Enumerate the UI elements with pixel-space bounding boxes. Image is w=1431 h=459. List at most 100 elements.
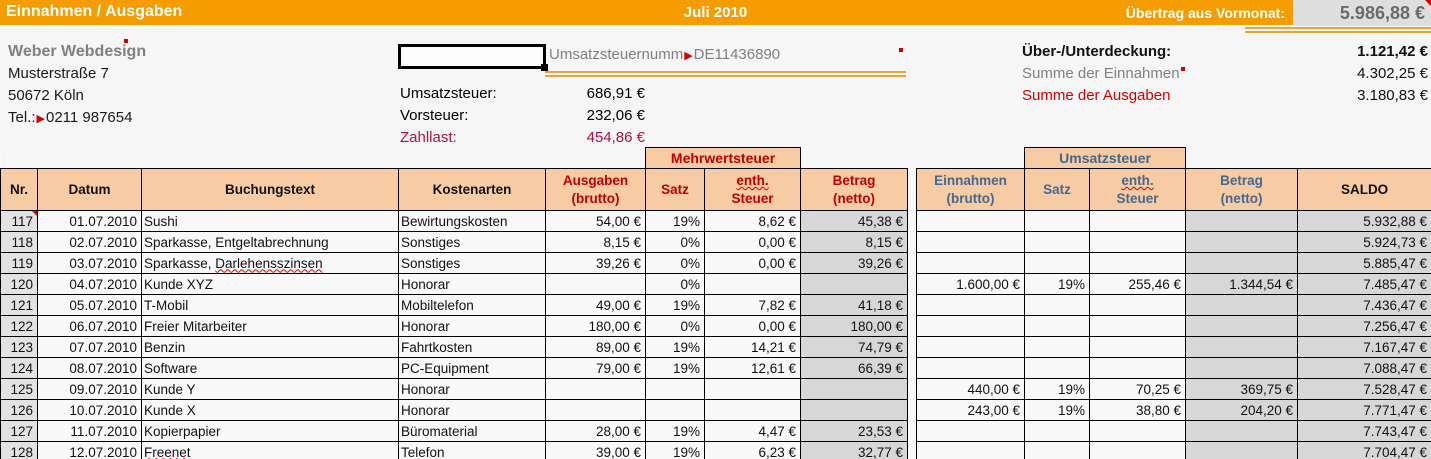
cell-steuer_a[interactable]: 4,47 €	[704, 420, 802, 442]
cell-datum[interactable]: 02.07.2010	[37, 231, 142, 253]
cell-datum[interactable]: 12.07.2010	[37, 441, 142, 459]
cell-nr[interactable]: 122	[0, 315, 38, 337]
cell-einnahmen[interactable]	[916, 336, 1026, 358]
cell-nr[interactable]: 119	[0, 252, 38, 274]
cell-text[interactable]: T-Mobil	[141, 294, 399, 316]
col-header-satz-einnahmen[interactable]: Satz	[1024, 168, 1091, 211]
cell-ausgaben[interactable]: 39,00 €	[544, 441, 647, 459]
cell-satz_a[interactable]: 19%	[645, 336, 706, 358]
cell-einnahmen[interactable]	[916, 252, 1026, 274]
cell-steuer_a[interactable]	[704, 399, 802, 421]
cell-steuer_a[interactable]: 0,00 €	[704, 231, 802, 253]
cell-steuer_e[interactable]	[1089, 336, 1187, 358]
cell-nr[interactable]: 117	[0, 210, 38, 232]
cell-netto_a[interactable]: 32,77 €	[800, 441, 909, 459]
col-header-buchungstext[interactable]: Buchungstext	[141, 168, 399, 211]
cell-netto_a[interactable]: 39,26 €	[800, 252, 909, 274]
cell-netto_e[interactable]: 369,75 €	[1185, 378, 1299, 400]
cell-satz_a[interactable]: 0%	[645, 231, 706, 253]
cell-nr[interactable]: 121	[0, 294, 38, 316]
cell-ausgaben[interactable]	[544, 273, 647, 295]
cell-saldo[interactable]: 5.932,88 €	[1297, 210, 1431, 232]
cell-steuer_e[interactable]	[1089, 252, 1187, 274]
cell-netto_a[interactable]: 23,53 €	[800, 420, 909, 442]
cell-ausgaben[interactable]: 49,00 €	[544, 294, 647, 316]
col-header-einnahmen-brutto[interactable]: Einnahmen (brutto)	[916, 168, 1026, 211]
cell-steuer_e[interactable]	[1089, 294, 1187, 316]
cell-einnahmen[interactable]: 243,00 €	[916, 399, 1026, 421]
cell-saldo[interactable]: 7.485,47 €	[1297, 273, 1431, 295]
cell-nr[interactable]: 124	[0, 357, 38, 379]
cell-steuer_e[interactable]: 38,80 €	[1089, 399, 1187, 421]
cell-datum[interactable]: 04.07.2010	[37, 273, 142, 295]
col-header-satz-ausgaben[interactable]: Satz	[645, 168, 706, 211]
cell-saldo[interactable]: 7.743,47 €	[1297, 420, 1431, 442]
cell-netto_e[interactable]	[1185, 420, 1299, 442]
cell-kostenart[interactable]: PC-Equipment	[398, 357, 546, 379]
cell-netto_a[interactable]: 74,79 €	[800, 336, 909, 358]
cell-text[interactable]: Kunde Y	[141, 378, 399, 400]
cell-steuer_a[interactable]: 8,62 €	[704, 210, 802, 232]
cell-netto_e[interactable]	[1185, 357, 1299, 379]
cell-steuer_a[interactable]	[704, 378, 802, 400]
cell-satz_e[interactable]: 19%	[1024, 378, 1091, 400]
col-header-betrag-netto-einnahmen[interactable]: Betrag (netto)	[1185, 168, 1299, 211]
cell-netto_a[interactable]	[800, 399, 909, 421]
cell-satz_e[interactable]	[1024, 252, 1091, 274]
cell-netto_a[interactable]: 41,18 €	[800, 294, 909, 316]
cell-datum[interactable]: 01.07.2010	[37, 210, 142, 232]
cell-ausgaben[interactable]	[544, 399, 647, 421]
cell-netto_e[interactable]	[1185, 294, 1299, 316]
cell-satz_e[interactable]	[1024, 441, 1091, 459]
cell-kostenart[interactable]: Honorar	[398, 399, 546, 421]
cell-satz_a[interactable]: 0%	[645, 315, 706, 337]
cell-satz_e[interactable]: 19%	[1024, 273, 1091, 295]
cell-steuer_e[interactable]	[1089, 441, 1187, 459]
group-header-umsatzsteuer[interactable]: Umsatzsteuer	[1024, 147, 1187, 169]
cell-netto_e[interactable]	[1185, 210, 1299, 232]
cell-netto_a[interactable]: 45,38 €	[800, 210, 909, 232]
cell-netto_e[interactable]: 204,20 €	[1185, 399, 1299, 421]
cell-text[interactable]: Sushi	[141, 210, 399, 232]
cell-text[interactable]: Software	[141, 357, 399, 379]
cell-steuer_e[interactable]	[1089, 420, 1187, 442]
cell-einnahmen[interactable]	[916, 441, 1026, 459]
carryover-value-cell[interactable]: 5.986,88 €	[1293, 0, 1431, 26]
col-header-enth-steuer-ausgaben[interactable]: enth. Steuer	[704, 168, 802, 211]
cell-netto_e[interactable]	[1185, 252, 1299, 274]
cell-einnahmen[interactable]	[916, 210, 1026, 232]
cell-ausgaben[interactable]	[544, 378, 647, 400]
cell-einnahmen[interactable]: 440,00 €	[916, 378, 1026, 400]
cell-netto_a[interactable]	[800, 273, 909, 295]
cell-satz_e[interactable]	[1024, 420, 1091, 442]
cell-kostenart[interactable]: Honorar	[398, 273, 546, 295]
col-header-saldo[interactable]: SALDO	[1297, 168, 1431, 211]
cell-steuer_e[interactable]	[1089, 357, 1187, 379]
col-header-kostenarten[interactable]: Kostenarten	[398, 168, 546, 211]
cell-datum[interactable]: 07.07.2010	[37, 336, 142, 358]
cell-netto_e[interactable]: 1.344,54 €	[1185, 273, 1299, 295]
cell-einnahmen[interactable]	[916, 231, 1026, 253]
cell-netto_e[interactable]	[1185, 315, 1299, 337]
cell-nr[interactable]: 126	[0, 399, 38, 421]
cell-satz_a[interactable]: 19%	[645, 210, 706, 232]
cell-netto_e[interactable]	[1185, 336, 1299, 358]
cell-nr[interactable]: 120	[0, 273, 38, 295]
cell-ausgaben[interactable]: 39,26 €	[544, 252, 647, 274]
cell-datum[interactable]: 05.07.2010	[37, 294, 142, 316]
cell-netto_e[interactable]	[1185, 441, 1299, 459]
cell-ausgaben[interactable]: 79,00 €	[544, 357, 647, 379]
cell-datum[interactable]: 11.07.2010	[37, 420, 142, 442]
cell-nr[interactable]: 118	[0, 231, 38, 253]
cell-saldo[interactable]: 5.885,47 €	[1297, 252, 1431, 274]
col-header-nr[interactable]: Nr.	[0, 168, 38, 211]
cell-nr[interactable]: 123	[0, 336, 38, 358]
cell-satz_a[interactable]: 19%	[645, 357, 706, 379]
col-header-datum[interactable]: Datum	[37, 168, 142, 211]
cell-steuer_e[interactable]	[1089, 210, 1187, 232]
cell-ausgaben[interactable]: 8,15 €	[544, 231, 647, 253]
cell-steuer_e[interactable]	[1089, 315, 1187, 337]
cell-ausgaben[interactable]: 54,00 €	[544, 210, 647, 232]
cell-satz_a[interactable]: 0%	[645, 252, 706, 274]
cell-datum[interactable]: 10.07.2010	[37, 399, 142, 421]
